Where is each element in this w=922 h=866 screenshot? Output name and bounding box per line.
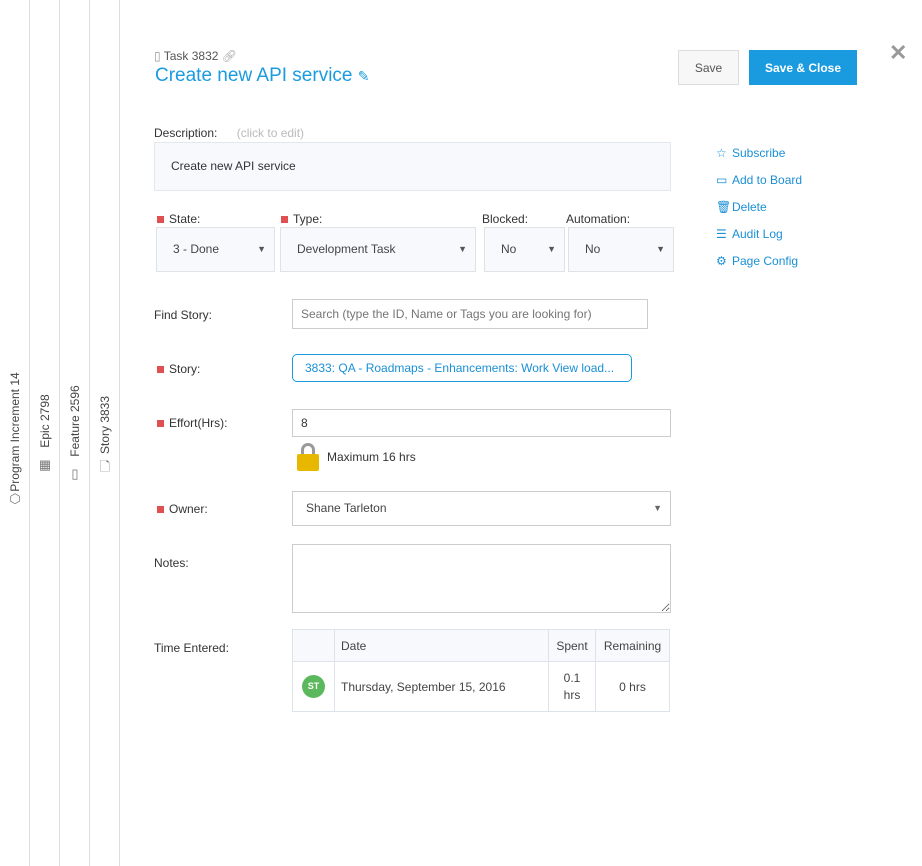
state-label: State: <box>157 212 200 226</box>
type-select[interactable]: Development Task ▼ <box>280 227 476 272</box>
grid-icon: ▦ <box>38 457 52 472</box>
caret-down-icon: ▼ <box>458 244 467 254</box>
breadcrumb-label: Program Increment 14 <box>7 372 22 492</box>
save-button[interactable]: Save <box>678 50 739 85</box>
pencil-icon[interactable]: ✎ <box>357 68 370 84</box>
caret-down-icon: ▼ <box>653 503 662 513</box>
lock-icon <box>296 443 320 471</box>
time-entered-label: Time Entered: <box>154 641 229 655</box>
breadcrumb-program-increment[interactable]: Program Increment 14 ⬡ <box>0 0 30 866</box>
program-increment-icon: ⬡ <box>9 491 21 506</box>
breadcrumb-label: Feature 2596 <box>67 385 82 457</box>
caret-down-icon: ▼ <box>257 244 266 254</box>
entry-date: Thursday, September 15, 2016 <box>334 661 549 712</box>
owner-select[interactable]: Shane Tarleton ▼ <box>292 491 671 526</box>
description-field[interactable]: Create new API service <box>154 142 671 191</box>
trash-icon: 🗑︎ <box>716 200 732 214</box>
entry-spent: 0.1 hrs <box>548 661 596 712</box>
effort-input[interactable]: 8 <box>292 409 671 437</box>
delete-link[interactable]: 🗑︎Delete <box>716 200 767 214</box>
log-icon: ☰ <box>716 227 727 241</box>
save-close-button[interactable]: Save & Close <box>749 50 857 85</box>
automation-label: Automation: <box>566 212 631 226</box>
header-remaining: Remaining <box>595 629 670 662</box>
caret-down-icon: ▼ <box>656 244 665 254</box>
star-icon: ☆ <box>716 146 727 160</box>
table-row[interactable]: ST Thursday, September 15, 2016 0.1 hrs … <box>292 661 670 712</box>
find-story-input[interactable] <box>292 299 648 329</box>
gear-icon: ⚙ <box>716 254 727 268</box>
page-config-link[interactable]: ⚙ Page Config <box>716 254 799 268</box>
caret-down-icon: ▼ <box>547 244 556 254</box>
breadcrumb-feature[interactable]: Feature 2596 ▯ <box>60 0 90 866</box>
type-label: Type: <box>281 212 322 226</box>
blocked-label: Blocked: <box>482 212 529 226</box>
story-label: Story: <box>157 362 200 376</box>
board-icon: ▭ <box>716 173 728 187</box>
header-spent: Spent <box>548 629 596 662</box>
entry-remaining: 0 hrs <box>595 661 670 712</box>
story-link[interactable]: 3833: QA - Roadmaps - Enhancements: Work… <box>292 354 632 382</box>
description-hint[interactable]: (click to edit) <box>236 126 305 140</box>
description-label: Description: (click to edit) <box>154 126 305 140</box>
blocked-select[interactable]: No ▼ <box>484 227 565 272</box>
notes-label: Notes: <box>154 556 189 570</box>
time-table: Date Spent Remaining ST Thursday, Septem… <box>292 629 670 712</box>
document-icon: 🗋 <box>99 459 111 474</box>
link-icon[interactable]: 🔗︎ <box>221 49 238 63</box>
avatar: ST <box>302 675 325 698</box>
subscribe-link[interactable]: ☆ Subscribe <box>716 146 786 160</box>
breadcrumb-label: Epic 2798 <box>37 394 52 448</box>
close-icon[interactable]: ✕ <box>889 40 908 65</box>
clipboard-icon: ▯ <box>154 49 161 63</box>
audit-log-link[interactable]: ☰ Audit Log <box>716 227 783 241</box>
breadcrumb-story[interactable]: Story 3833 🗋 <box>90 0 120 866</box>
notes-textarea[interactable] <box>292 544 671 613</box>
owner-label: Owner: <box>157 502 208 516</box>
page-title[interactable]: Create new API service ✎ <box>155 65 370 86</box>
breadcrumb-epic[interactable]: Epic 2798 ▦ <box>30 0 60 866</box>
find-story-label: Find Story: <box>154 308 213 322</box>
effort-max: Maximum 16 hrs <box>327 450 416 464</box>
task-id: ▯ Task 3832 🔗︎ <box>154 49 238 63</box>
breadcrumb-label: Story 3833 <box>97 395 112 455</box>
header-date: Date <box>334 629 549 662</box>
add-to-board-link[interactable]: ▭ Add to Board <box>716 173 803 187</box>
automation-select[interactable]: No ▼ <box>568 227 674 272</box>
state-select[interactable]: 3 - Done ▼ <box>156 227 275 272</box>
effort-label: Effort(Hrs): <box>157 416 227 430</box>
table-header: Date Spent Remaining <box>292 629 670 662</box>
feature-icon: ▯ <box>71 466 79 481</box>
